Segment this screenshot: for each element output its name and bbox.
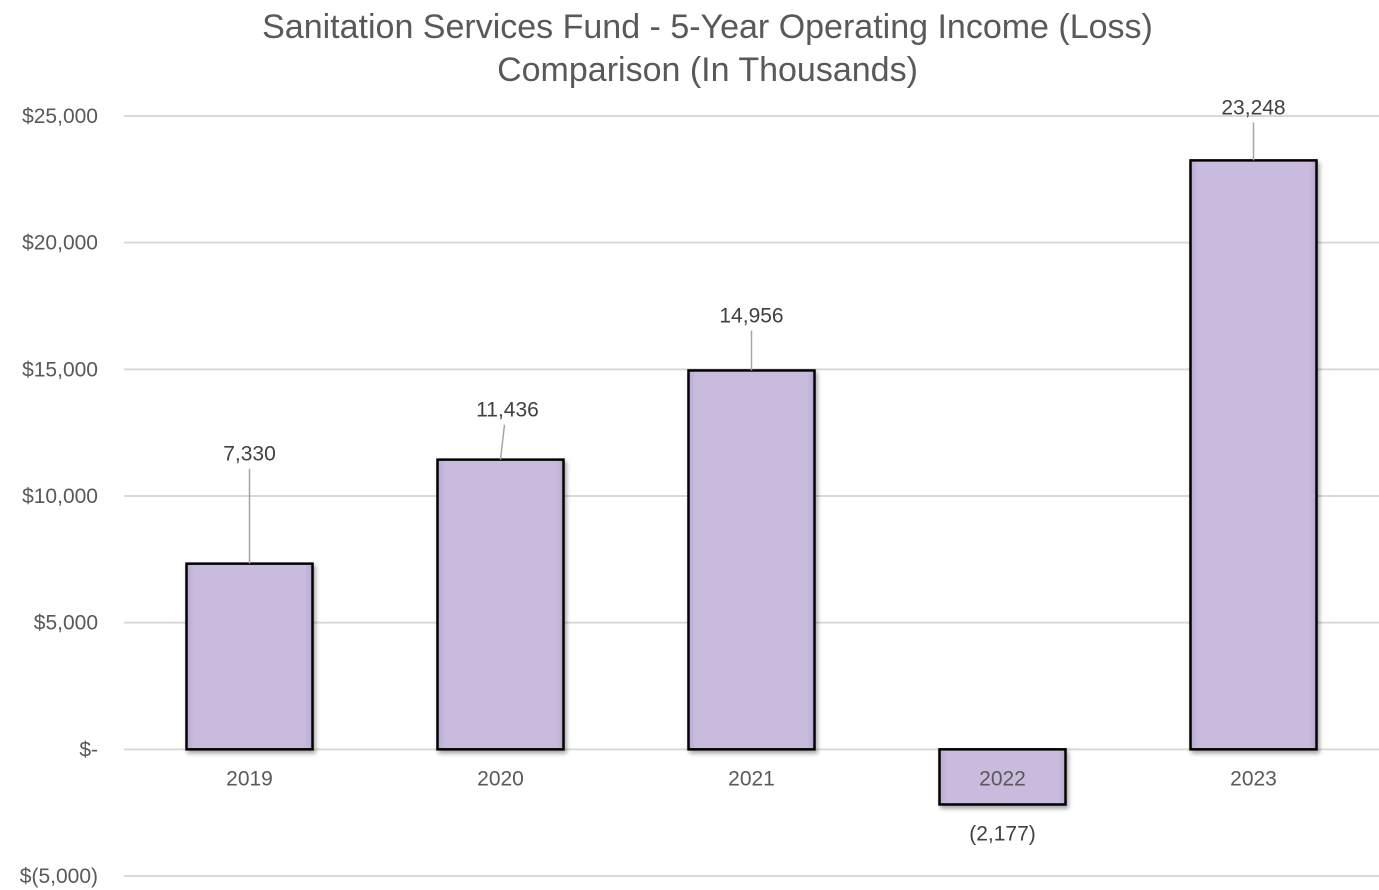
y-tick-label: $(5,000): [20, 865, 98, 888]
bar-2021: [687, 369, 816, 751]
y-tick-label: $20,000: [22, 232, 98, 255]
x-category-label: 2020: [477, 767, 524, 790]
bar-2019: [185, 562, 314, 751]
data-label-leaders: [248, 122, 1255, 564]
y-tick-label: $10,000: [22, 485, 98, 508]
chart-title-line-2: Comparison (In Thousands): [497, 51, 918, 89]
chart-title-line-1: Sanitation Services Fund - 5-Year Operat…: [262, 8, 1153, 46]
data-label-leader: [499, 424, 506, 460]
x-category-label: 2023: [1230, 767, 1277, 790]
bar-2023: [1189, 159, 1318, 751]
x-category-label: 2019: [226, 767, 273, 790]
data-label: 23,248: [1221, 96, 1285, 119]
x-category-label: 2021: [728, 767, 775, 790]
chart-title: Sanitation Services Fund - 5-Year Operat…: [0, 6, 1379, 92]
data-label: 7,330: [223, 443, 276, 466]
bar-2022: [938, 748, 1067, 806]
bar-2020: [436, 458, 565, 751]
data-labels: 7,330 11,436 14,956 (2,177) 23,248: [223, 96, 1285, 845]
y-axis-tick-labels: $25,000 $20,000 $15,000 $10,000 $5,000 $- $(5,…: [20, 105, 98, 888]
y-tick-label: $5,000: [34, 612, 98, 635]
x-axis-category-labels: 2019 2020 2021 2022 2023: [226, 767, 1277, 790]
y-tick-label: $-: [79, 738, 98, 761]
y-tick-label: $15,000: [22, 358, 98, 381]
bars: [185, 159, 1318, 806]
data-label: 11,436: [476, 399, 539, 422]
data-label: (2,177): [969, 822, 1036, 845]
y-tick-label: $25,000: [22, 105, 98, 128]
x-category-label: 2022: [979, 767, 1026, 790]
data-label: 14,956: [719, 304, 783, 327]
